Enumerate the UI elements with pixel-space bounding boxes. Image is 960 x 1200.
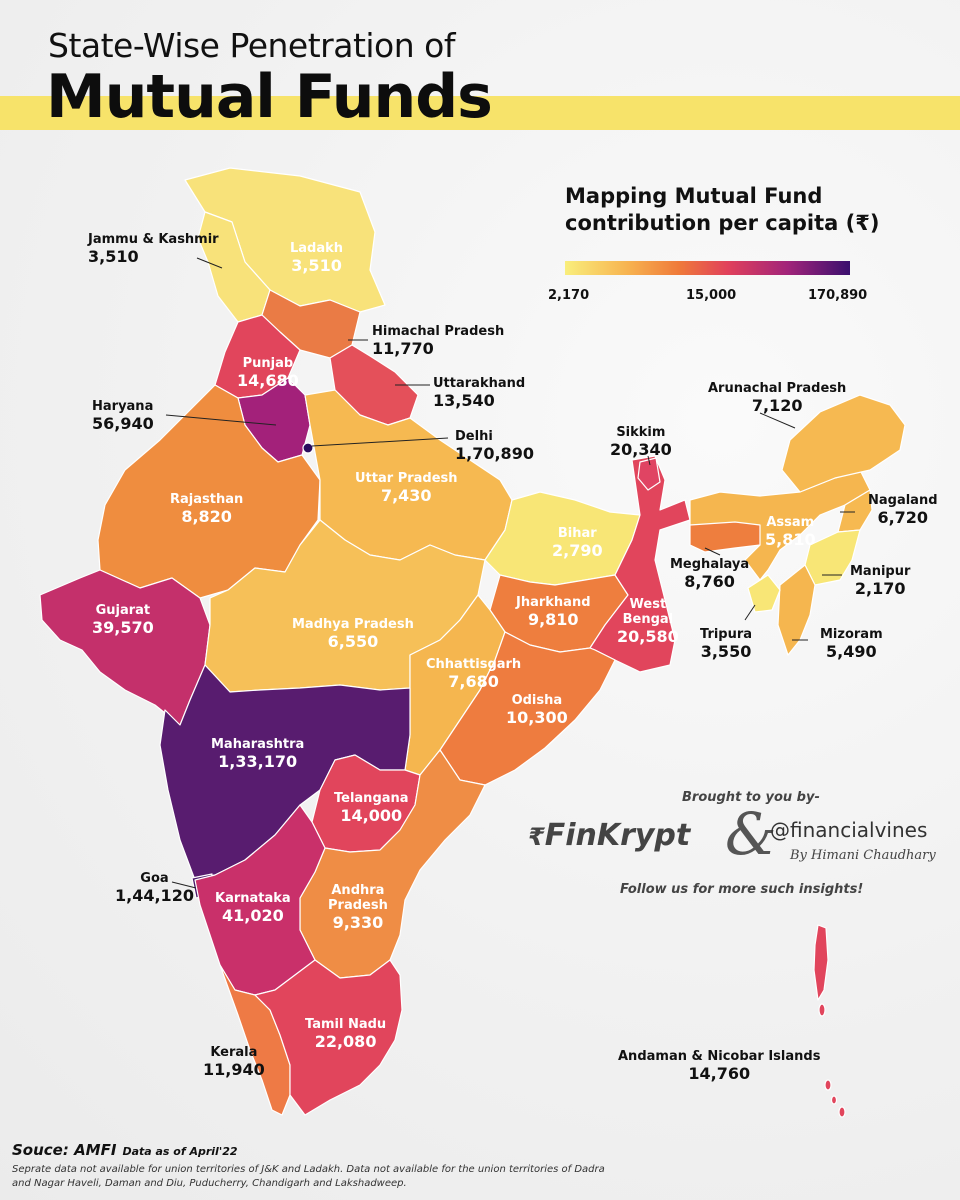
label-goa: Goa 1,44,120 (115, 871, 194, 905)
label-punjab: Punjab 14,680 (237, 356, 299, 390)
label-andaman: Andaman & Nicobar Islands 14,760 (618, 1049, 821, 1083)
legend-tick-mid: 15,000 (686, 288, 737, 303)
label-madhya-pradesh: Madhya Pradesh 6,550 (292, 617, 414, 651)
source-note: Seprate data not available for union ter… (12, 1164, 605, 1189)
region-gujarat (39, 569, 211, 726)
label-jammu-kashmir: Jammu & Kashmir 3,510 (88, 232, 219, 266)
rupee-logo-icon: ₹ (528, 823, 545, 851)
title-line1: State-Wise Penetration of (48, 26, 455, 65)
brand-ampersand: & (725, 800, 777, 868)
label-rajasthan: Rajasthan 8,820 (170, 492, 244, 526)
title-line2: Mutual Funds (46, 62, 493, 132)
region-arunachal (781, 394, 906, 493)
legend-title-line1: Mapping Mutual Fund (565, 184, 823, 208)
label-tripura: Tripura 3,550 (700, 627, 753, 661)
region-odisha (439, 631, 616, 786)
label-sikkim: Sikkim 20,340 (610, 425, 672, 459)
leader-jk (196, 257, 223, 269)
label-uttarakhand: Uttarakhand 13,540 (433, 376, 526, 410)
region-delhi (302, 442, 314, 454)
label-ladakh: Ladakh 3,510 (290, 241, 344, 275)
brand-financialvines: @financialvines (770, 818, 928, 842)
region-west-bengal (589, 455, 691, 673)
legend-color-scale (565, 261, 850, 275)
label-manipur: Manipur 2,170 (850, 564, 911, 598)
label-himachal: Himachal Pradesh 11,770 (372, 324, 505, 358)
label-bihar: Bihar 2,790 (552, 526, 603, 560)
label-arunachal: Arunachal Pradesh 7,120 (708, 381, 847, 415)
brand-author: By Himani Chaudhary (790, 848, 936, 863)
region-tripura (747, 574, 781, 613)
leader-goa (171, 881, 197, 889)
region-meghalaya (689, 521, 761, 553)
title-highlight (0, 96, 960, 130)
label-assam: Assam 5,810 (765, 515, 816, 549)
leader-haryana (165, 414, 277, 426)
brand-finkrypt: ₹FinKrypt (528, 818, 690, 853)
credit-follow: Follow us for more such insights! (620, 882, 864, 897)
legend-title-line2: contribution per capita (₹) (565, 211, 880, 236)
label-gujarat: Gujarat 39,570 (92, 603, 154, 637)
region-sikkim (637, 457, 661, 491)
label-telangana: Telangana 14,000 (334, 791, 409, 825)
region-tamil-nadu (254, 959, 403, 1116)
leader-tripura (744, 604, 756, 621)
credit-brought: Brought to you by- (682, 790, 820, 805)
region-andaman (813, 924, 846, 1118)
label-kerala: Kerala 11,940 (203, 1045, 265, 1079)
leader-delhi (311, 437, 449, 447)
label-odisha: Odisha 10,300 (506, 693, 568, 727)
region-mizoram (777, 564, 816, 656)
leader-sikkim (647, 455, 651, 466)
label-maharashtra: Maharashtra 1,33,170 (211, 737, 305, 771)
legend-title: Mapping Mutual Fund contribution per cap… (565, 183, 885, 238)
label-chhattisgarh: Chhattisgarh 7,680 (426, 657, 522, 691)
label-andhra: Andhra Pradesh 9,330 (328, 883, 388, 932)
label-uttar-pradesh: Uttar Pradesh 7,430 (355, 471, 458, 505)
brand-finkrypt-text: FinKrypt (544, 818, 691, 853)
label-jharkhand: Jharkhand 9,810 (516, 595, 591, 629)
leader-arunachal (759, 412, 796, 429)
label-nagaland: Nagaland 6,720 (868, 493, 938, 527)
legend-tick-max: 170,890 (808, 288, 868, 303)
label-karnataka: Karnataka 41,020 (215, 891, 291, 925)
label-haryana: Haryana 56,940 (92, 399, 154, 433)
source-date: Data as of April'22 (122, 1145, 238, 1158)
source-label: Souce: AMFI (12, 1141, 117, 1159)
label-west-bengal: West Bengal 20,580 (617, 597, 679, 646)
legend-tick-min: 2,170 (548, 288, 590, 303)
label-tamil-nadu: Tamil Nadu 22,080 (305, 1017, 387, 1051)
leader-meghalaya (704, 547, 721, 556)
label-meghalaya: Meghalaya 8,760 (670, 557, 750, 591)
source-line: Souce: AMFI Data as of April'22 (12, 1141, 238, 1159)
label-mizoram: Mizoram 5,490 (820, 627, 883, 661)
region-nagaland (837, 489, 873, 533)
label-delhi: Delhi 1,70,890 (455, 429, 534, 463)
